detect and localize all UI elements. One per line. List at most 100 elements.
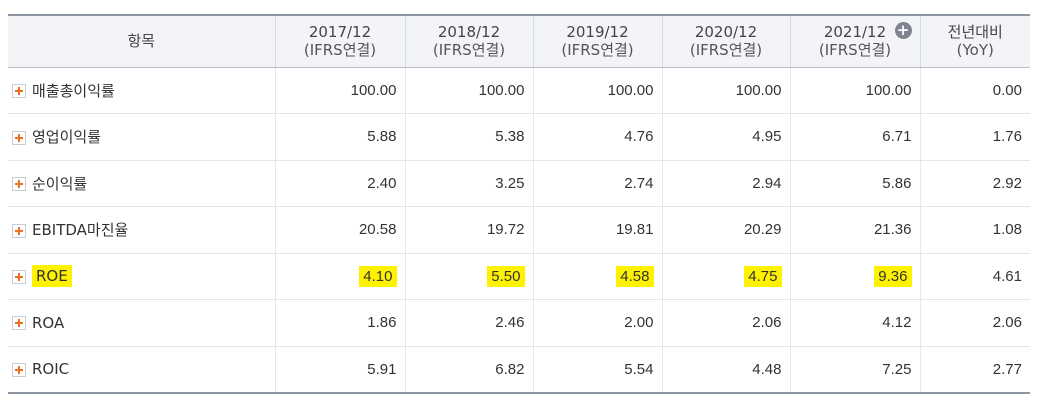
value-cell: 4.95 bbox=[662, 113, 791, 161]
cell-value: 4.61 bbox=[992, 267, 1022, 285]
value-cell: 5.88 bbox=[275, 113, 406, 161]
cell-value: 5.50 bbox=[487, 265, 525, 287]
value-cell: 2.77 bbox=[920, 346, 1030, 394]
cell-value: 100.00 bbox=[607, 81, 654, 99]
table-row: 순이익률 2.40 3.25 2.74 2.94 5.86 2.92 bbox=[8, 160, 1030, 207]
table-row: ROE 4.10 5.50 4.58 4.75 9.36 4.61 bbox=[8, 253, 1030, 300]
row-label-cell: 영업이익률 bbox=[8, 113, 276, 161]
value-cell: 2.74 bbox=[533, 160, 663, 207]
value-cell: 4.75 bbox=[662, 253, 791, 300]
cell-value: 2.74 bbox=[624, 174, 654, 192]
header-2019: 2019/12 (IFRS연결) bbox=[533, 14, 663, 68]
header-2021: 2021/12 (IFRS연결) + bbox=[790, 14, 921, 68]
cell-value: 4.58 bbox=[616, 265, 654, 287]
value-cell: 5.50 bbox=[405, 253, 534, 300]
table-row: ROIC 5.91 6.82 5.54 4.48 7.25 2.77 bbox=[8, 346, 1030, 394]
cell-value: 19.81 bbox=[615, 221, 654, 239]
value-cell: 1.86 bbox=[275, 299, 406, 347]
row-label: ROA bbox=[32, 313, 65, 332]
cell-value: 2.77 bbox=[992, 360, 1022, 378]
cell-value: 2.06 bbox=[752, 314, 782, 332]
expand-plus-icon[interactable] bbox=[12, 177, 26, 192]
value-cell: 5.86 bbox=[790, 160, 921, 207]
cell-value: 100.00 bbox=[865, 81, 912, 99]
value-cell: 2.00 bbox=[533, 299, 663, 347]
row-label-cell: ROA bbox=[8, 299, 276, 347]
cell-value: 1.86 bbox=[367, 314, 397, 332]
cell-value: 5.86 bbox=[882, 174, 912, 192]
value-cell: 100.00 bbox=[662, 67, 791, 114]
expand-plus-icon[interactable] bbox=[12, 362, 26, 377]
cell-value: 20.58 bbox=[358, 221, 397, 239]
value-cell: 5.91 bbox=[275, 346, 406, 394]
value-cell: 20.58 bbox=[275, 206, 406, 254]
row-label-cell: 매출총이익률 bbox=[8, 67, 276, 114]
row-label-cell: 순이익률 bbox=[8, 160, 276, 207]
table-row: 매출총이익률 100.00 100.00 100.00 100.00 100.00 0.00 bbox=[8, 67, 1030, 114]
cell-value: 9.36 bbox=[874, 265, 912, 287]
cell-value: 0.00 bbox=[992, 81, 1022, 99]
cell-value: 2.06 bbox=[992, 314, 1022, 332]
row-label: 순이익률 bbox=[32, 174, 88, 193]
value-cell: 19.81 bbox=[533, 206, 663, 254]
table-row: 영업이익률 5.88 5.38 4.76 4.95 6.71 1.76 bbox=[8, 113, 1030, 161]
expand-plus-icon[interactable] bbox=[12, 269, 26, 284]
value-cell: 9.36 bbox=[790, 253, 921, 300]
header-item: 항목 bbox=[8, 14, 276, 68]
expand-plus-icon[interactable] bbox=[12, 223, 26, 238]
value-cell: 2.06 bbox=[920, 299, 1030, 347]
header-yoy: 전년대비 (YoY) bbox=[920, 14, 1030, 68]
cell-value: 4.12 bbox=[882, 314, 912, 332]
value-cell: 5.38 bbox=[405, 113, 534, 161]
table-body: 매출총이익률 100.00 100.00 100.00 100.00 100.00 0.00… bbox=[8, 67, 1030, 394]
cell-value: 2.40 bbox=[367, 174, 397, 192]
value-cell: 2.40 bbox=[275, 160, 406, 207]
cell-value: 2.92 bbox=[992, 174, 1022, 192]
cell-value: 20.29 bbox=[743, 221, 782, 239]
cell-value: 5.88 bbox=[367, 128, 397, 146]
value-cell: 4.58 bbox=[533, 253, 663, 300]
table-row: ROA 1.86 2.46 2.00 2.06 4.12 2.06 bbox=[8, 299, 1030, 347]
value-cell: 4.12 bbox=[790, 299, 921, 347]
cell-value: 4.10 bbox=[359, 265, 397, 287]
value-cell: 100.00 bbox=[275, 67, 406, 114]
financial-ratio-table: 항목 2017/12 (IFRS연결) 2018/12 (IFRS연결) 2019/… bbox=[8, 14, 1030, 394]
header-2017: 2017/12 (IFRS연결) bbox=[275, 14, 406, 68]
value-cell: 2.46 bbox=[405, 299, 534, 347]
row-label: 매출총이익률 bbox=[32, 81, 115, 100]
cell-value: 2.46 bbox=[495, 314, 525, 332]
value-cell: 0.00 bbox=[920, 67, 1030, 114]
value-cell: 4.48 bbox=[662, 346, 791, 394]
cell-value: 7.25 bbox=[882, 360, 912, 378]
expand-plus-icon[interactable] bbox=[12, 316, 26, 331]
value-cell: 2.92 bbox=[920, 160, 1030, 207]
value-cell: 4.10 bbox=[275, 253, 406, 300]
cell-value: 2.94 bbox=[752, 174, 782, 192]
value-cell: 7.25 bbox=[790, 346, 921, 394]
value-cell: 100.00 bbox=[405, 67, 534, 114]
value-cell: 1.76 bbox=[920, 113, 1030, 161]
table-row: EBITDA마진율 20.58 19.72 19.81 20.29 21.36 1.08 bbox=[8, 206, 1030, 254]
row-label-cell: ROIC bbox=[8, 346, 276, 394]
cell-value: 5.91 bbox=[367, 360, 397, 378]
row-label-cell: EBITDA마진율 bbox=[8, 206, 276, 254]
cell-value: 21.36 bbox=[873, 221, 912, 239]
value-cell: 4.76 bbox=[533, 113, 663, 161]
expand-plus-icon[interactable] bbox=[12, 130, 26, 145]
cell-value: 100.00 bbox=[478, 81, 525, 99]
expand-plus-icon[interactable] bbox=[12, 84, 26, 99]
row-label: ROE bbox=[32, 265, 72, 288]
circle-plus-icon[interactable]: + bbox=[894, 22, 912, 39]
cell-value: 100.00 bbox=[350, 81, 397, 99]
row-label: 영업이익률 bbox=[32, 128, 102, 147]
value-cell: 1.08 bbox=[920, 206, 1030, 254]
cell-value: 1.76 bbox=[992, 128, 1022, 146]
cell-value: 100.00 bbox=[735, 81, 782, 99]
value-cell: 6.82 bbox=[405, 346, 534, 394]
value-cell: 5.54 bbox=[533, 346, 663, 394]
cell-value: 2.00 bbox=[624, 314, 654, 332]
row-label: ROIC bbox=[32, 360, 70, 378]
value-cell: 19.72 bbox=[405, 206, 534, 254]
cell-value: 4.95 bbox=[752, 128, 782, 146]
value-cell: 20.29 bbox=[662, 206, 791, 254]
